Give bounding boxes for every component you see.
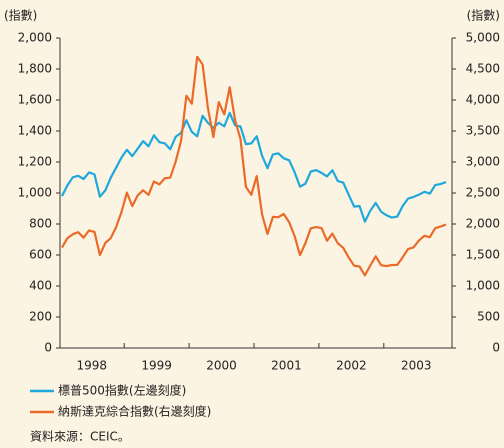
x-tick-label: 1998 (76, 359, 107, 373)
y2-tick-label: 2,000 (466, 217, 500, 231)
x-tick-label: 2001 (271, 359, 302, 373)
x-tick-label: 2002 (336, 359, 367, 373)
y-tick-label: 800 (29, 217, 52, 231)
y-tick-label: 1,200 (18, 155, 52, 169)
y-tick-label: 1,800 (18, 62, 52, 76)
legend-label: 標普500指數(左邊刻度) (58, 383, 186, 398)
y2-axis-label: (指數) (467, 8, 500, 23)
y-tick-label: 1,000 (18, 186, 52, 200)
y-tick-label: 600 (29, 248, 52, 262)
y2-tick-label: 3,500 (466, 124, 500, 138)
legend-label: 納斯達克綜合指數(右邊刻度) (58, 404, 211, 419)
y2-tick-label: 5,000 (466, 31, 500, 45)
x-tick-label: 1999 (141, 359, 172, 373)
x-tick-label: 2003 (401, 359, 432, 373)
series-line (61, 111, 447, 223)
y2-tick-label: 0 (492, 341, 500, 355)
y-tick-label: 1,400 (18, 124, 52, 138)
y2-tick-label: 1,500 (466, 248, 500, 262)
y2-tick-label: 500 (477, 310, 500, 324)
y-tick-label: 1,600 (18, 93, 52, 107)
x-tick-label: 2000 (206, 359, 237, 373)
y-tick-label: 0 (44, 341, 52, 355)
y2-tick-label: 4,000 (466, 93, 500, 107)
y-axis-label: (指數) (4, 8, 37, 23)
source-note: 資料來源：CEIC。 (30, 430, 130, 444)
y2-tick-label: 3,000 (466, 155, 500, 169)
y-tick-label: 2,000 (18, 31, 52, 45)
y-tick-label: 200 (29, 310, 52, 324)
series-line (61, 55, 447, 277)
y2-tick-label: 2,500 (466, 186, 500, 200)
y-tick-label: 400 (29, 279, 52, 293)
y2-tick-label: 4,500 (466, 62, 500, 76)
y2-tick-label: 1,000 (466, 279, 500, 293)
